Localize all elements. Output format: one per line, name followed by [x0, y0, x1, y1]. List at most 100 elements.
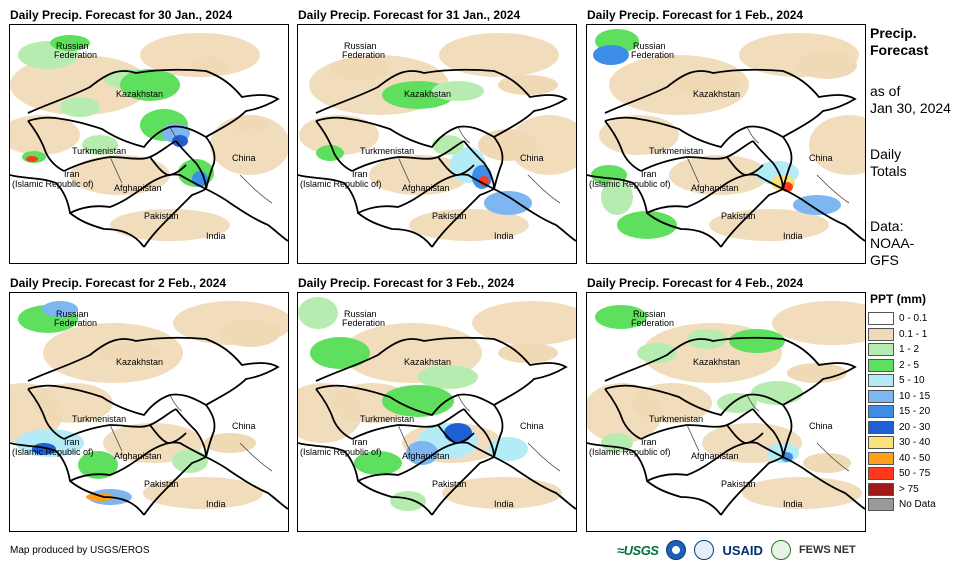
country-border	[720, 188, 784, 248]
precip-area	[751, 381, 803, 405]
precip-area	[601, 179, 633, 215]
legend-item: 0 - 0.1	[868, 311, 936, 327]
country-border	[69, 173, 207, 214]
country-label-russia-1: Russian	[633, 41, 666, 51]
country-label-china: China	[232, 153, 256, 163]
country-label-kazakhstan: Kazakhstan	[404, 89, 451, 99]
precip-area	[70, 155, 170, 195]
precip-area	[632, 383, 712, 423]
precip-area	[354, 451, 402, 475]
precip-area	[709, 209, 829, 241]
country-border	[315, 388, 353, 440]
country-border	[782, 404, 793, 458]
sidebar-as-of: as of Jan 30, 2024	[870, 83, 951, 116]
country-label-kazakhstan: Kazakhstan	[116, 357, 163, 367]
province-border	[397, 156, 411, 184]
country-label-iran-2: (Islamic Republic of)	[300, 179, 382, 189]
province-border	[109, 156, 123, 184]
country-border	[493, 404, 504, 458]
province-border	[457, 394, 471, 412]
province-border	[457, 126, 471, 144]
country-border	[315, 116, 495, 149]
legend-swatch	[868, 327, 894, 341]
precip-area	[32, 443, 56, 455]
legend-label: 5 - 10	[899, 375, 925, 387]
province-border	[746, 394, 760, 412]
map-panel-5: Russian Federation Kazakhstan Turkmenistan I…	[297, 292, 577, 532]
country-label-iran-1: Iran	[64, 437, 80, 447]
country-label-iran-2: (Islamic Republic of)	[300, 447, 382, 457]
legend-swatch	[868, 482, 894, 496]
country-label-russia-2: Federation	[631, 50, 674, 60]
country-border	[720, 456, 784, 516]
precip-area	[409, 209, 529, 241]
legend-label: No Data	[899, 499, 936, 511]
country-border	[493, 136, 504, 190]
legend-label: 0 - 0.1	[899, 313, 928, 325]
country-label-kazakhstan: Kazakhstan	[693, 357, 740, 367]
precip-area	[637, 343, 677, 363]
country-label-kazakhstan: Kazakhstan	[404, 357, 451, 367]
precip-area	[669, 155, 769, 195]
legend: 0 - 0.1 0.1 - 1 1 - 2 2 - 5 5 - 10 10 - 15 15 …	[868, 311, 936, 513]
precip-area	[671, 71, 743, 95]
precip-area	[60, 97, 100, 117]
panel-title-1: Daily Precip. Forecast for 30 Jan., 2024	[10, 8, 233, 22]
country-label-iran-1: Iran	[352, 169, 368, 179]
country-border	[205, 136, 216, 190]
precip-area	[330, 57, 390, 81]
country-label-iran-2: (Islamic Republic of)	[589, 179, 671, 189]
precip-area	[42, 301, 78, 317]
country-border	[752, 408, 784, 458]
precip-area	[742, 477, 862, 509]
country-border	[604, 388, 642, 440]
country-label-turkmenistan: Turkmenistan	[649, 146, 703, 156]
country-border	[640, 408, 754, 440]
country-label-pakistan: Pakistan	[721, 479, 756, 489]
country-label-kazakhstan: Kazakhstan	[116, 89, 163, 99]
country-label-russia-2: Federation	[54, 318, 97, 328]
country-border	[69, 441, 207, 482]
country-label-china: China	[809, 421, 833, 431]
country-label-russia-2: Federation	[342, 318, 385, 328]
province-border	[816, 174, 850, 204]
precip-area	[234, 115, 266, 135]
precip-area	[498, 343, 558, 363]
precip-area	[100, 343, 160, 363]
country-border	[315, 384, 495, 417]
precip-area	[298, 297, 338, 329]
precip-area	[204, 433, 256, 453]
country-border	[726, 424, 764, 444]
country-border	[351, 408, 465, 440]
country-border	[646, 173, 784, 214]
country-border	[27, 116, 207, 149]
legend-label: 50 - 75	[899, 468, 931, 480]
precip-area	[617, 211, 677, 239]
legend-swatch	[868, 389, 894, 403]
country-border	[604, 384, 784, 417]
province-border	[686, 156, 700, 184]
legend-label: 15 - 20	[899, 406, 931, 418]
country-border	[431, 188, 495, 248]
legend-swatch	[868, 358, 894, 372]
legend-swatch	[868, 498, 894, 512]
country-border	[463, 408, 495, 458]
usgs-logo: ≈USGS	[617, 542, 659, 558]
precip-area	[484, 191, 532, 215]
province-border	[527, 442, 561, 472]
province-border	[169, 394, 183, 412]
country-border	[315, 120, 353, 172]
country-label-india: India	[494, 499, 514, 509]
legend-label: 0.1 - 1	[899, 328, 928, 340]
precip-area	[442, 477, 562, 509]
legend-swatch	[868, 343, 894, 357]
sidebar-data-source: Data: NOAA- GFS	[870, 218, 915, 268]
precip-area	[310, 337, 370, 369]
map-credit: Map produced by USGS/EROS	[10, 545, 150, 556]
country-border	[27, 120, 65, 172]
country-border	[493, 456, 576, 510]
precip-area	[797, 51, 857, 79]
legend-item: No Data	[868, 497, 936, 513]
panel-title-4: Daily Precip. Forecast for 2 Feb., 2024	[10, 276, 227, 290]
